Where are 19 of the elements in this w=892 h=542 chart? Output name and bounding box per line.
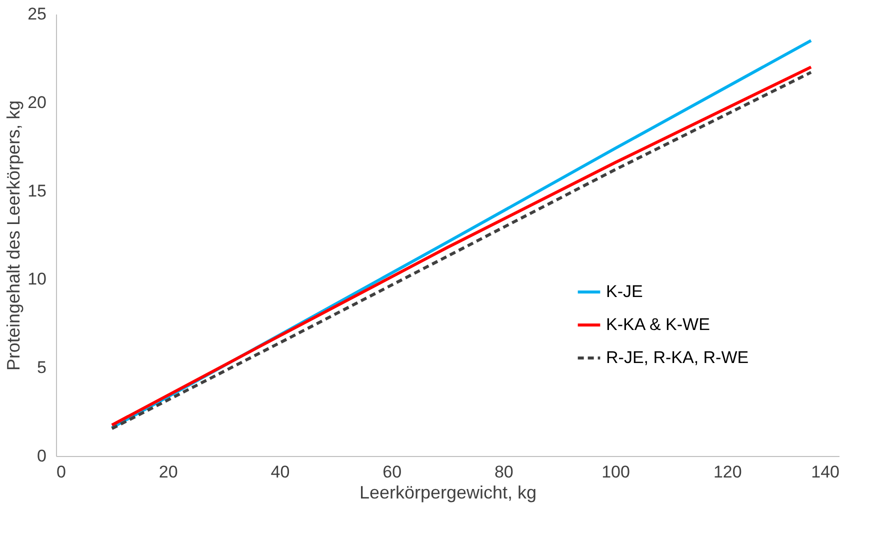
x-tick-label: 20 <box>158 462 178 482</box>
legend-label: K-KA & K-WE <box>606 315 710 334</box>
y-tick-label: 5 <box>37 358 46 378</box>
y-tick-label: 20 <box>28 92 46 112</box>
y-tick-label: 0 <box>37 446 46 466</box>
y-tick-label: 25 <box>28 4 46 24</box>
y-tick-label: 15 <box>28 181 46 200</box>
x-tick-label: 40 <box>270 462 290 482</box>
x-axis-title: Leerkörpergewicht, kg <box>359 482 537 502</box>
y-axis-title: Proteingehalt des Leerkörpers, kg <box>4 100 24 371</box>
x-tick-label: 140 <box>811 462 840 482</box>
legend-label: K-JE <box>606 282 643 301</box>
legend-label: R-JE, R-KA, R-WE <box>606 348 749 367</box>
x-tick-label: 100 <box>602 462 630 482</box>
x-tick-label: 120 <box>713 462 742 482</box>
x-tick-label: 60 <box>382 462 402 482</box>
x-tick-label: 0 <box>56 462 66 482</box>
x-tick-label: 80 <box>494 462 514 482</box>
y-tick-label: 10 <box>28 270 46 289</box>
